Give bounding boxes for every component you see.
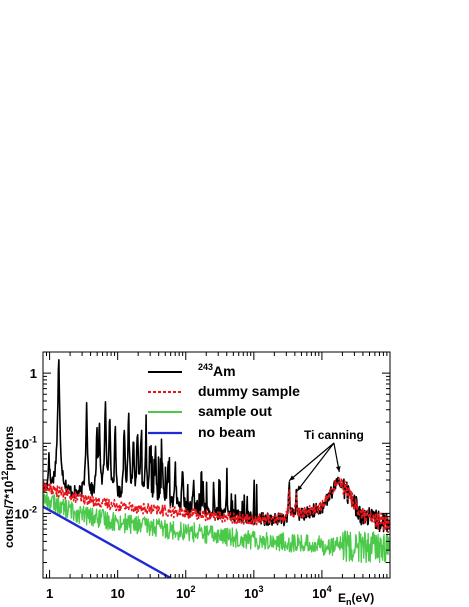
x-tick-label: 102 <box>176 584 195 601</box>
series-line-sample-out <box>43 491 390 564</box>
tick-layer <box>42 351 391 578</box>
x-axis-title-sub: n <box>346 597 352 607</box>
x-tick-label: 103 <box>244 584 263 601</box>
annotation-label: Ti canning <box>304 428 364 442</box>
y-tick-label: 10-1 <box>15 434 37 451</box>
x-axis-title-unit: (eV) <box>352 591 375 605</box>
y-tick-label: 10-2 <box>15 504 37 521</box>
x-tick-label: 104 <box>312 584 331 601</box>
annotation-arrowhead <box>289 475 295 481</box>
annotation-arrowhead <box>296 485 303 492</box>
axis-ticks <box>42 351 391 578</box>
annotation-layer: Ti canning <box>288 428 364 492</box>
legend-label: no beam <box>198 424 256 440</box>
legend-label: sample out <box>198 403 272 419</box>
x-tick-label: 1 <box>46 586 53 601</box>
legend-label: dummy sample <box>198 383 300 399</box>
series-line-am <box>43 358 390 533</box>
annotation-arrowhead <box>335 466 341 472</box>
x-axis-title: En(eV) <box>338 591 374 607</box>
series-line-no-beam <box>43 505 172 578</box>
annotation-arrow <box>296 442 335 492</box>
y-axis-title-sup: 12 <box>0 471 10 481</box>
x-tick-label: 10 <box>110 586 124 601</box>
tick-label-layer: 1 10 102 103 104 1 10-1 10-2 <box>15 366 332 601</box>
annotation-arrow <box>288 442 335 482</box>
legend-label: 243Am <box>198 362 236 379</box>
y-axis-title: counts/7*1012protons <box>0 426 16 548</box>
plot-frame <box>42 351 391 579</box>
x-axis-title-main: E <box>338 591 346 605</box>
series-line-dummy-sample <box>43 477 390 534</box>
legend: 243Am dummy sample sample out no beam <box>148 362 300 440</box>
y-tick-label: 1 <box>30 366 37 381</box>
y-axis-title-suffix: protons <box>2 426 16 471</box>
y-axis-title-prefix: counts/7*10 <box>2 480 16 548</box>
series-layer <box>43 358 390 578</box>
